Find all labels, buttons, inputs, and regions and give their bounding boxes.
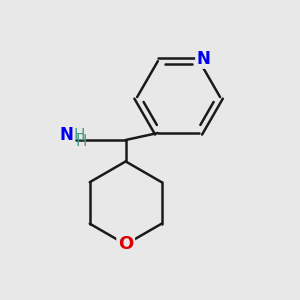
Text: H: H [73, 128, 85, 143]
Text: N: N [196, 50, 210, 68]
Text: O: O [118, 236, 133, 253]
Text: H: H [75, 134, 86, 149]
Text: N: N [59, 126, 73, 144]
